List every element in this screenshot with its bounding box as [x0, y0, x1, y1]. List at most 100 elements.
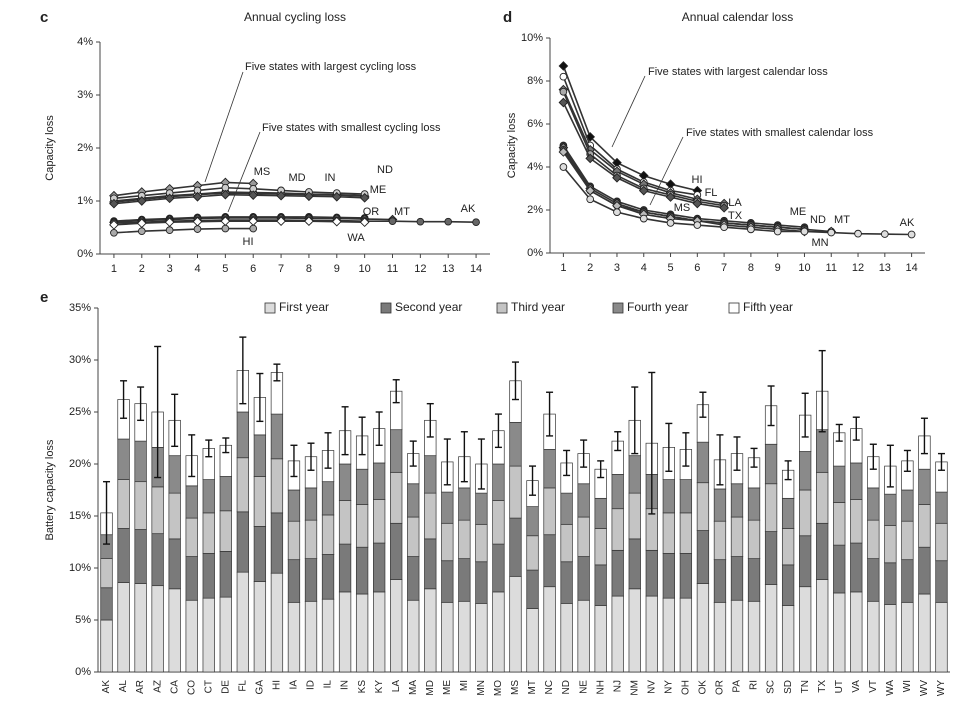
bar-segment	[117, 582, 130, 673]
x-tick-label: 2	[587, 262, 593, 274]
series-line	[562, 145, 805, 228]
marker	[276, 216, 286, 226]
bar-segment	[151, 533, 164, 587]
series-label: IN	[325, 172, 336, 184]
error-bar	[171, 393, 179, 448]
marker	[359, 217, 370, 228]
bar-segment	[696, 482, 710, 531]
x-tick-label: 11	[387, 263, 398, 275]
bar-segment	[901, 601, 914, 673]
y-tick-label: 10%	[521, 32, 543, 44]
marker	[613, 208, 621, 217]
marker	[444, 217, 453, 226]
bar-segment	[373, 542, 386, 593]
error-bar	[580, 439, 588, 468]
bar-segment	[373, 499, 386, 544]
bar-segment	[799, 535, 812, 588]
error-bar	[614, 431, 622, 452]
marker	[692, 198, 703, 209]
bar-segment	[424, 588, 437, 673]
bar-segment	[509, 422, 522, 467]
y-tick-label: 0%	[77, 248, 93, 260]
bar-segment	[134, 529, 147, 584]
bar-segment	[884, 493, 897, 526]
x-tick-label: ID	[306, 680, 317, 690]
bar-segment	[833, 502, 846, 546]
bar-segment	[884, 525, 897, 564]
legend-swatch	[496, 302, 508, 314]
x-tick-label: NM	[629, 680, 640, 696]
bar-segment	[679, 512, 693, 554]
bar-segment	[236, 571, 249, 673]
bar-segment	[424, 538, 437, 590]
bar-segment	[662, 479, 675, 514]
bar-segment	[270, 572, 284, 673]
bar-segment	[407, 516, 420, 557]
x-tick-label: GA	[255, 680, 266, 695]
bar-segment	[730, 556, 744, 601]
marker	[137, 227, 146, 236]
bar-segment	[117, 528, 130, 583]
error-bar	[511, 361, 519, 401]
bar-segment	[628, 588, 641, 673]
bar-segment	[458, 519, 471, 559]
series-label: WA	[347, 232, 365, 244]
x-tick-label: 2	[139, 263, 145, 275]
annotation-leader	[204, 71, 244, 183]
bar-segment	[185, 556, 198, 601]
error-bar	[392, 379, 400, 404]
bar-segment	[202, 512, 215, 554]
y-tick-label: 3%	[77, 89, 93, 101]
error-bar	[563, 449, 571, 477]
legend-label: Third year	[511, 300, 565, 314]
error-bar	[869, 443, 877, 470]
error-bar	[733, 436, 741, 471]
bar-segment	[270, 512, 284, 574]
annotation-leader	[611, 75, 646, 148]
bar-segment	[304, 519, 318, 559]
series-line	[113, 186, 365, 200]
bar-segment	[918, 504, 931, 548]
y-tick-label: 8%	[527, 75, 543, 87]
bar-segment	[611, 508, 624, 551]
error-bar	[903, 449, 911, 472]
error-bar	[120, 380, 128, 419]
bar-segment	[219, 551, 232, 598]
marker	[221, 224, 230, 233]
bar-segment	[168, 588, 181, 673]
x-tick-label: 10	[798, 262, 810, 274]
marker	[586, 195, 595, 204]
series-label: AK	[461, 203, 476, 215]
x-tick-label: CO	[186, 680, 197, 695]
x-tick-label: DE	[220, 680, 231, 694]
bar-segment	[219, 476, 232, 512]
x-tick-label: 14	[905, 262, 917, 274]
series-label: MT	[394, 206, 410, 218]
bar-segment	[134, 440, 147, 483]
bar-segment	[867, 519, 880, 559]
bar-segment	[509, 575, 522, 673]
error-bar	[205, 439, 213, 458]
x-tick-label: 3	[167, 263, 173, 275]
bar-segment	[901, 489, 914, 522]
x-tick-label: NY	[663, 680, 674, 694]
x-tick-label: 11	[826, 262, 837, 274]
x-tick-label: 5	[222, 263, 228, 275]
marker	[585, 185, 596, 196]
bar-segment	[560, 523, 573, 563]
x-tick-label: 13	[879, 262, 891, 274]
marker	[638, 185, 649, 196]
y-tick-label: 1%	[77, 195, 93, 207]
bar-segment	[628, 455, 641, 494]
bar-segment	[577, 599, 590, 673]
marker	[304, 216, 314, 226]
x-tick-label: 3	[614, 262, 620, 274]
bar-segment	[577, 556, 590, 601]
bar-segment	[390, 471, 403, 524]
bar-segment	[696, 583, 710, 673]
x-tick-label: RI	[749, 680, 760, 690]
x-tick-label: 8	[748, 262, 754, 274]
error-bar	[529, 465, 537, 496]
x-tick-label: AK	[101, 680, 112, 694]
bar-segment	[321, 514, 335, 555]
